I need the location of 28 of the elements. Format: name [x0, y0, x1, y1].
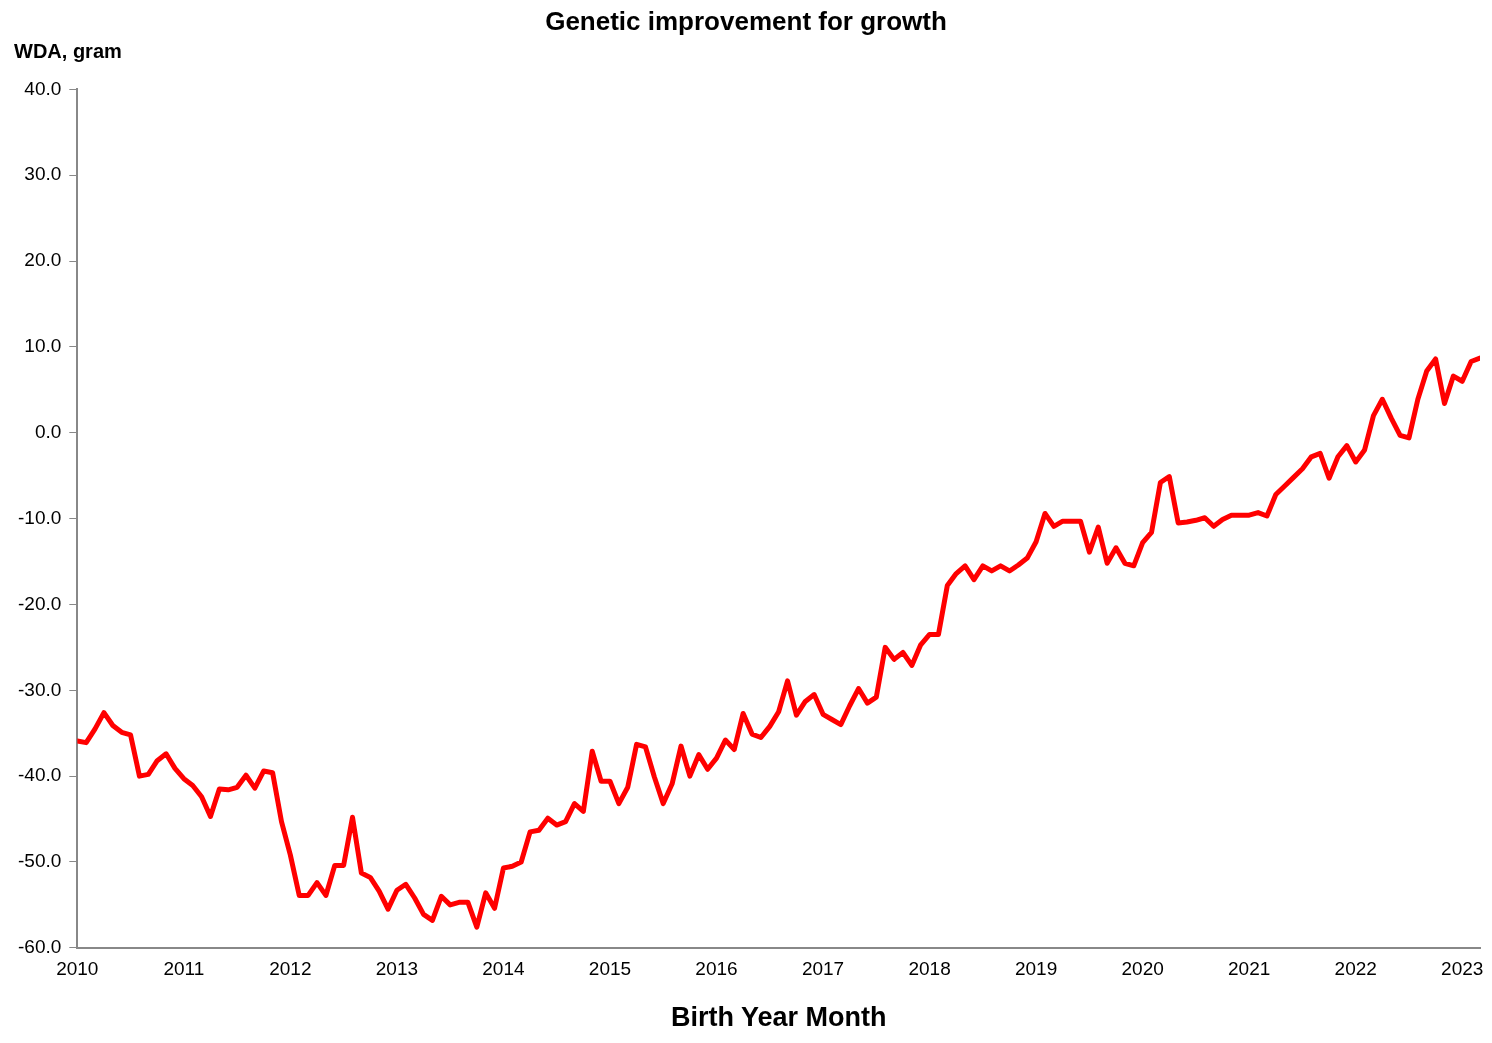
x-tick-label: 2022 [1334, 958, 1377, 980]
y-tick-label: -50.0 [17, 850, 62, 872]
x-tick-label: 2010 [56, 958, 99, 980]
x-tick-label: 2017 [801, 958, 845, 980]
x-tick-label: 2012 [269, 958, 312, 980]
y-tick-label: -10.0 [17, 506, 62, 528]
x-tick-label: 2015 [588, 958, 632, 980]
x-tick-label: 2023 [1441, 958, 1484, 980]
y-tick-label: -60.0 [17, 936, 62, 958]
y-tick-label: 30.0 [24, 163, 62, 185]
y-tick-label: 10.0 [24, 335, 62, 357]
x-tick-label: 2020 [1121, 958, 1164, 980]
x-tick-label: 2018 [908, 958, 951, 980]
y-tick-label: 20.0 [24, 249, 62, 271]
x-tick-label: 2013 [375, 958, 419, 980]
y-axis-title: WDA, gram [14, 40, 122, 63]
x-tick-label: 2019 [1014, 958, 1058, 980]
chart-title: Genetic improvement for growth [544, 6, 948, 37]
x-axis-title: Birth Year Month [670, 1002, 887, 1033]
x-tick-label: 2016 [695, 958, 738, 980]
y-tick-label: -40.0 [17, 764, 62, 786]
y-tick-label: -20.0 [17, 592, 62, 614]
y-tick-label: -30.0 [17, 678, 62, 700]
y-tick-label: 40.0 [24, 77, 62, 99]
x-tick-label: 2014 [482, 958, 525, 980]
y-tick-label: 0.0 [34, 420, 62, 442]
x-tick-label: 2011 [163, 958, 205, 980]
x-tick-label: 2021 [1228, 958, 1271, 980]
